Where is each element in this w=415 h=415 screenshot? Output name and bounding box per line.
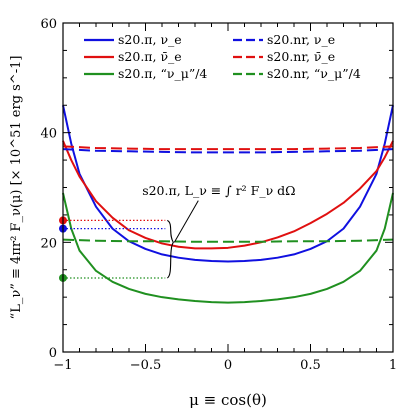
- legend-label: s20.π, “ν_μ”/4: [118, 66, 207, 81]
- x-axis-label: μ ≡ cos(θ): [189, 391, 267, 409]
- series-line-pi: [62, 105, 394, 263]
- y-tick-label: 60: [40, 17, 57, 32]
- series-line-pi: [62, 192, 394, 304]
- series-line-nr: [62, 148, 394, 154]
- y-tick-label: 20: [40, 236, 57, 251]
- x-tick-label: 0: [224, 358, 232, 373]
- annotation-group: s20.π, L_ν ≡ ∫ r² F_ν dΩ: [142, 183, 296, 279]
- y-tick-label: 40: [40, 127, 57, 142]
- annotation-text: s20.π, L_ν ≡ ∫ r² F_ν dΩ: [142, 183, 295, 198]
- series-line-nr: [62, 238, 394, 243]
- annotation-leader: [173, 200, 199, 243]
- plot-lines: [62, 105, 394, 304]
- series-line-nr: [62, 145, 394, 151]
- legend-label: s20.π, ν̄_e: [118, 49, 182, 64]
- legend-label: s20.nr, “ν_μ”/4: [267, 66, 361, 81]
- x-tick-label: −0.5: [130, 358, 162, 373]
- legend-label: s20.π, ν_e: [118, 32, 182, 47]
- x-tick-label: −1: [53, 358, 72, 373]
- legend-label: s20.nr, ν_e: [267, 32, 335, 47]
- series-line-pi: [62, 140, 394, 250]
- y-axis-label: “L_ν” ≡ 4πr² F_ν(μ) [× 10^51 erg s^-1]: [9, 56, 24, 320]
- x-tick-label: 0.5: [300, 358, 321, 373]
- legend: s20.π, ν_e s20.π, ν̄_e s20.π, “ν_μ”/4 s20.n…: [84, 32, 361, 81]
- legend-label: s20.nr, ν̄_e: [267, 49, 335, 64]
- axis-ticks: −1 −0.5 0 0.5 1 0 20 40 60: [40, 17, 397, 373]
- x-tick-label: 1: [389, 358, 397, 373]
- brace: [166, 219, 174, 279]
- y-tick-label: 0: [49, 346, 57, 361]
